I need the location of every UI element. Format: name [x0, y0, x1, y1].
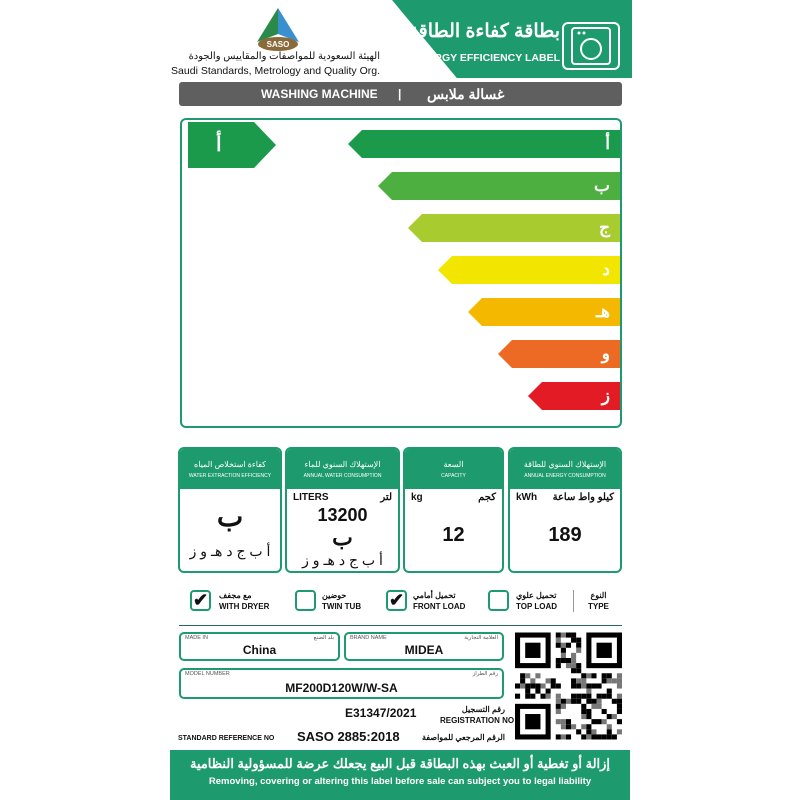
rating-bar: أ: [348, 130, 620, 158]
water-extraction-scale: أ ب ج د هـ و ز: [189, 543, 271, 559]
divider: [179, 625, 622, 626]
standard-ref-label-ar: الرقم المرجعي للمواصفة: [421, 733, 505, 742]
product-ar: غسالة ملابس: [427, 85, 505, 102]
divider: [573, 590, 574, 612]
water-class: ب: [332, 525, 353, 550]
standard-ref-label: STANDARD REFERENCE NO: [178, 735, 275, 742]
checkbox-top-load[interactable]: [488, 590, 509, 611]
capacity-box: السعة CAPACITY kg كجم 12: [403, 447, 504, 573]
brand-value: MIDEA: [404, 643, 444, 657]
saso-logo: SASO: [255, 8, 301, 52]
legal-warning-en: Removing, covering or altering this labe…: [208, 776, 592, 787]
with-dryer-label: مع مجفف WITH DRYER: [219, 591, 270, 611]
model-value: MF200D120W/W-SA: [285, 681, 398, 695]
water-value: 13200: [317, 505, 368, 525]
product-en: WASHING MACHINE: [261, 87, 378, 101]
rating-bar: ب: [378, 172, 620, 200]
registration-label: رقم التسجيل REGISTRATION NO: [440, 705, 515, 725]
svg-text:SASO: SASO: [267, 40, 290, 49]
water-consumption-box: الإستهلاك السنوي للماء ANNUAL WATER CONSU…: [285, 447, 400, 573]
legal-warning-ar: إزالة أو تغطية أو العبث بهذه البطاقة قبل…: [189, 756, 611, 771]
rating-bar: د: [438, 256, 620, 284]
water-extraction-class: ب: [216, 501, 244, 532]
capacity-value: 12: [442, 524, 465, 546]
org-name-en: Saudi Standards, Metrology and Quality O…: [171, 65, 380, 77]
legal-footer: إزالة أو تغطية أو العبث بهذه البطاقة قبل…: [170, 750, 630, 800]
standard-ref-value: SASO 2885:2018: [297, 729, 400, 744]
top-load-label: تحميل علوي TOP LOAD: [516, 591, 558, 611]
checkbox-twin-tub[interactable]: [295, 590, 316, 611]
label-title-ar: بطاقة كفاءة الطاقة: [408, 21, 560, 42]
capacity-unit-en: kg: [411, 492, 423, 503]
capacity-title-en: CAPACITY: [441, 473, 466, 479]
checkbox-with-dryer[interactable]: ✔: [190, 590, 211, 611]
washing-machine-icon: [562, 22, 620, 70]
rating-bar: ز: [528, 382, 620, 410]
energy-value: 189: [548, 524, 582, 546]
water-scale: أ ب ج د هـ و ز: [302, 552, 383, 568]
model-field: MODEL NUMBER رقم الطراز MF200D120W/W-SA: [179, 668, 504, 699]
label-title-en: ENERGY EFFICIENCY LABEL: [412, 52, 560, 64]
capacity-unit-ar: كجم: [478, 492, 496, 503]
water-title-en: ANNUAL WATER CONSUMPTION: [303, 473, 382, 479]
water-unit-en: LITERS: [293, 492, 329, 503]
water-extraction-title-en: WATER EXTRACTION EFFICIENCY: [188, 473, 272, 479]
rating-bar: و: [498, 340, 620, 368]
twin-tub-label: حوضين TWIN TUB: [322, 591, 362, 611]
water-title-ar: الإستهلاك السنوي للماء: [304, 460, 381, 469]
energy-unit-en: kWh: [516, 492, 538, 503]
water-extraction-title-ar: كفاءة استخلاص المياه: [194, 460, 266, 469]
energy-unit-ar: كيلو واط ساعة: [552, 492, 614, 503]
rating-bar: ج: [408, 214, 620, 242]
brand-field: BRAND NAME العلامة التجارية MIDEA: [344, 632, 504, 661]
front-load-label: تحميل أمامي FRONT LOAD: [413, 591, 466, 611]
energy-title-ar: الإستهلاك السنوي للطاقة: [523, 460, 607, 469]
separator: |: [398, 87, 402, 101]
rating-bar: هـ: [468, 298, 620, 326]
made-in-value: China: [242, 643, 277, 657]
capacity-title-ar: السعة: [443, 460, 464, 469]
energy-rating-scale: أ ب ج د هـ و ز: [180, 118, 622, 428]
product-type-bar: WASHING MACHINE | غسالة ملابس: [179, 82, 622, 106]
energy-consumption-box: الإستهلاك السنوي للطاقة ANNUAL ENERGY CON…: [508, 447, 622, 573]
checkbox-front-load[interactable]: ✔: [386, 590, 407, 611]
water-extraction-box: كفاءة استخلاص المياه WATER EXTRACTION EFF…: [178, 447, 282, 573]
energy-title-en: ANNUAL ENERGY CONSUMPTION: [524, 473, 606, 479]
water-unit-ar: لتر: [380, 492, 392, 503]
type-label: النوع TYPE: [588, 591, 609, 611]
qr-code[interactable]: [515, 632, 622, 740]
made-in-field: MADE IN بلد الصنع China: [179, 632, 340, 661]
registration-value: E31347/2021: [345, 706, 417, 720]
org-name-ar: الهيئة السعودية للمواصفات والمقاييس والج…: [188, 51, 380, 62]
